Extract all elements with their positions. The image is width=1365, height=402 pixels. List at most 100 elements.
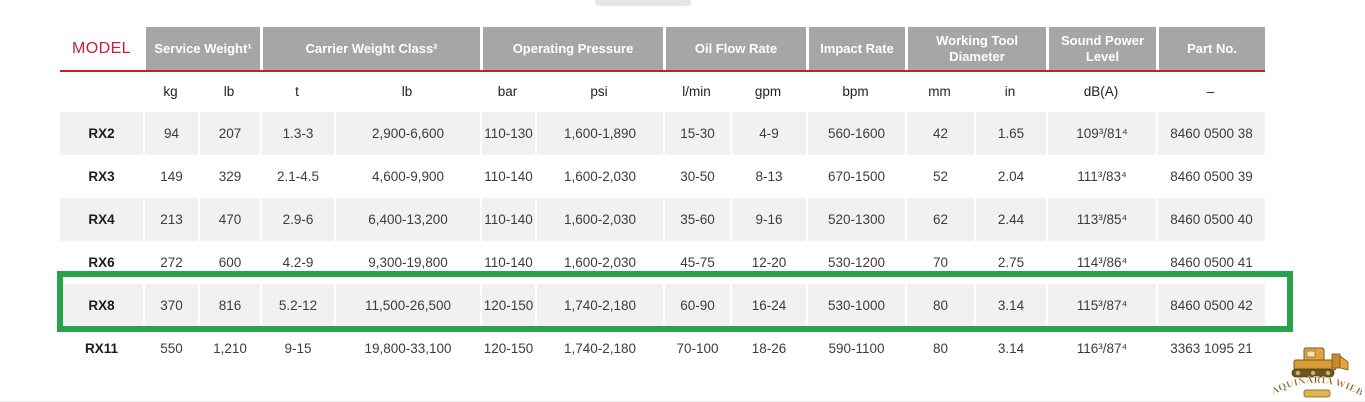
cell-value: 52 xyxy=(905,155,974,198)
cell-value: 62 xyxy=(905,198,975,241)
cell-value: 272 xyxy=(143,241,198,284)
cell-value: 329 xyxy=(198,155,260,198)
cell-value: 530-1200 xyxy=(806,241,905,284)
cell-value: 111³/83⁴ xyxy=(1046,155,1156,198)
unit-row: kg lb t lb bar psi l/min gpm bpm mm in dB(A) – xyxy=(60,70,1266,112)
cell-value: 60-90 xyxy=(663,284,731,327)
cell-value: 2.04 xyxy=(974,155,1046,198)
cell-value: 8460 0500 38 xyxy=(1156,112,1266,155)
group-header-oil-flow-rate: Oil Flow Rate xyxy=(663,27,807,70)
unit-label-mm: mm xyxy=(905,70,975,112)
model-name-rx4: RX4 xyxy=(60,198,143,241)
cell-value: 5.2-12 xyxy=(260,284,335,327)
cell-value: 35-60 xyxy=(663,198,731,241)
cell-value: 600 xyxy=(198,241,260,284)
model-name-rx8: RX8 xyxy=(60,284,143,327)
table-row-rx11: RX11 550 1,210 9-15 19,800-33,100 120-150 1,74… xyxy=(60,327,1265,370)
group-header-impact-rate: Impact Rate xyxy=(806,27,906,70)
cell-value: 115³/87⁴ xyxy=(1046,284,1157,327)
cell-value: 70-100 xyxy=(663,327,730,370)
cell-value: 19,800-33,100 xyxy=(334,327,480,370)
cell-value: 110-140 xyxy=(480,155,535,198)
unit-label-lb: lb xyxy=(198,70,261,112)
cell-value: 8460 0500 41 xyxy=(1156,241,1265,284)
cell-value: 3.14 xyxy=(974,327,1046,370)
table-row-rx6: RX6 272 600 4.2-9 9,300-19,800 110-140 1,600-2… xyxy=(60,241,1265,284)
cell-value: 1,740-2,180 xyxy=(535,327,663,370)
cell-value: 80 xyxy=(905,327,974,370)
cell-value: 1,600-1,890 xyxy=(535,112,664,155)
cell-value: 16-24 xyxy=(730,284,807,327)
cell-value: 1,740-2,180 xyxy=(535,284,664,327)
unit-label-in: in xyxy=(974,70,1047,112)
group-header-carrier-weight-class: Carrier Weight Class² xyxy=(260,27,481,70)
cell-value: 120-150 xyxy=(480,284,536,327)
cell-value: 370 xyxy=(143,284,198,327)
cell-value: 110-140 xyxy=(480,241,535,284)
unit-label-kg: kg xyxy=(143,70,198,112)
table-row-rx3: RX3 149 329 2.1-4.5 4,600-9,900 110-140 1,600-… xyxy=(60,155,1265,198)
cell-value: 30-50 xyxy=(663,155,730,198)
cell-value: 8460 0500 40 xyxy=(1156,198,1266,241)
cell-value: 18-26 xyxy=(730,327,806,370)
cell-value: 9-16 xyxy=(730,198,807,241)
table-row-rx2: RX2 94 207 1.3-3 2,900-6,600 110-130 1,600-1,8… xyxy=(60,112,1266,155)
cell-value: 2.44 xyxy=(974,198,1047,241)
cell-value: 109³/81⁴ xyxy=(1046,112,1157,155)
cell-value: 520-1300 xyxy=(806,198,906,241)
cell-value: 6,400-13,200 xyxy=(334,198,481,241)
model-column-header: MODEL xyxy=(60,27,143,70)
cell-value: 816 xyxy=(198,284,261,327)
cell-value: 1,210 xyxy=(198,327,260,370)
unit-label-lb: lb xyxy=(334,70,481,112)
unit-label-l-min: l/min xyxy=(663,70,731,112)
cell-value: 4-9 xyxy=(730,112,807,155)
model-name-rx11: RX11 xyxy=(84,341,119,356)
cell-value: 1,600-2,030 xyxy=(535,155,663,198)
cell-value: 12-20 xyxy=(730,241,806,284)
cell-value: 42 xyxy=(905,112,975,155)
cell-value: 207 xyxy=(198,112,261,155)
cell-value: 1.65 xyxy=(974,112,1047,155)
group-header-sound-power-level: Sound Power Level xyxy=(1046,27,1157,70)
cell-value: 550 xyxy=(143,327,198,370)
cell-value: 2.75 xyxy=(974,241,1046,284)
bulldozer-icon xyxy=(1291,347,1349,378)
cell-value: 4.2-9 xyxy=(260,241,334,284)
cell-value: 9-15 xyxy=(260,327,334,370)
cell-value: 9,300-19,800 xyxy=(334,241,480,284)
header-row: MODEL Service Weight¹ Carrier Weight Clas… xyxy=(60,27,1266,70)
cell-value: 3.14 xyxy=(974,284,1047,327)
model-spec-table: MODEL Service Weight¹ Carrier Weight Clas… xyxy=(60,27,1266,370)
watermark-ribbon xyxy=(1303,389,1331,398)
group-header-service-weight: Service Weight¹ xyxy=(143,27,261,70)
table-row-rx8: RX8 370 816 5.2-12 11,500-26,500 120-150 1,740… xyxy=(60,284,1266,327)
cell-value: 110-130 xyxy=(480,112,536,155)
cell-value: 1,600-2,030 xyxy=(535,198,664,241)
cell-value: 1.3-3 xyxy=(260,112,335,155)
top-scrollbar-artifact xyxy=(595,0,691,6)
cell-value: 4,600-9,900 xyxy=(334,155,480,198)
group-header-part-no: Part No. xyxy=(1156,27,1266,70)
cell-value: 114³/86⁴ xyxy=(1046,241,1156,284)
unit-label-db-a: dB(A) xyxy=(1046,70,1157,112)
unit-label-gpm: gpm xyxy=(730,70,807,112)
cell-value: 213 xyxy=(143,198,198,241)
model-name-rx6: RX6 xyxy=(88,255,115,270)
cell-value: 45-75 xyxy=(663,241,730,284)
cell-value: 560-1600 xyxy=(806,112,906,155)
cell-value: 2.1-4.5 xyxy=(260,155,334,198)
cell-value: 8460 0500 42 xyxy=(1156,284,1266,327)
unit-label-: – xyxy=(1156,70,1266,112)
cell-value: 2.9-6 xyxy=(260,198,335,241)
cell-value: 70 xyxy=(905,241,974,284)
cell-value: 15-30 xyxy=(663,112,731,155)
unit-label-psi: psi xyxy=(535,70,664,112)
cell-value: 120-150 xyxy=(480,327,535,370)
unit-label-bpm: bpm xyxy=(806,70,906,112)
cell-value: 670-1500 xyxy=(806,155,905,198)
cell-value: 3363 1095 21 xyxy=(1156,327,1265,370)
group-header-operating-pressure: Operating Pressure xyxy=(480,27,664,70)
cell-value: 94 xyxy=(143,112,198,155)
